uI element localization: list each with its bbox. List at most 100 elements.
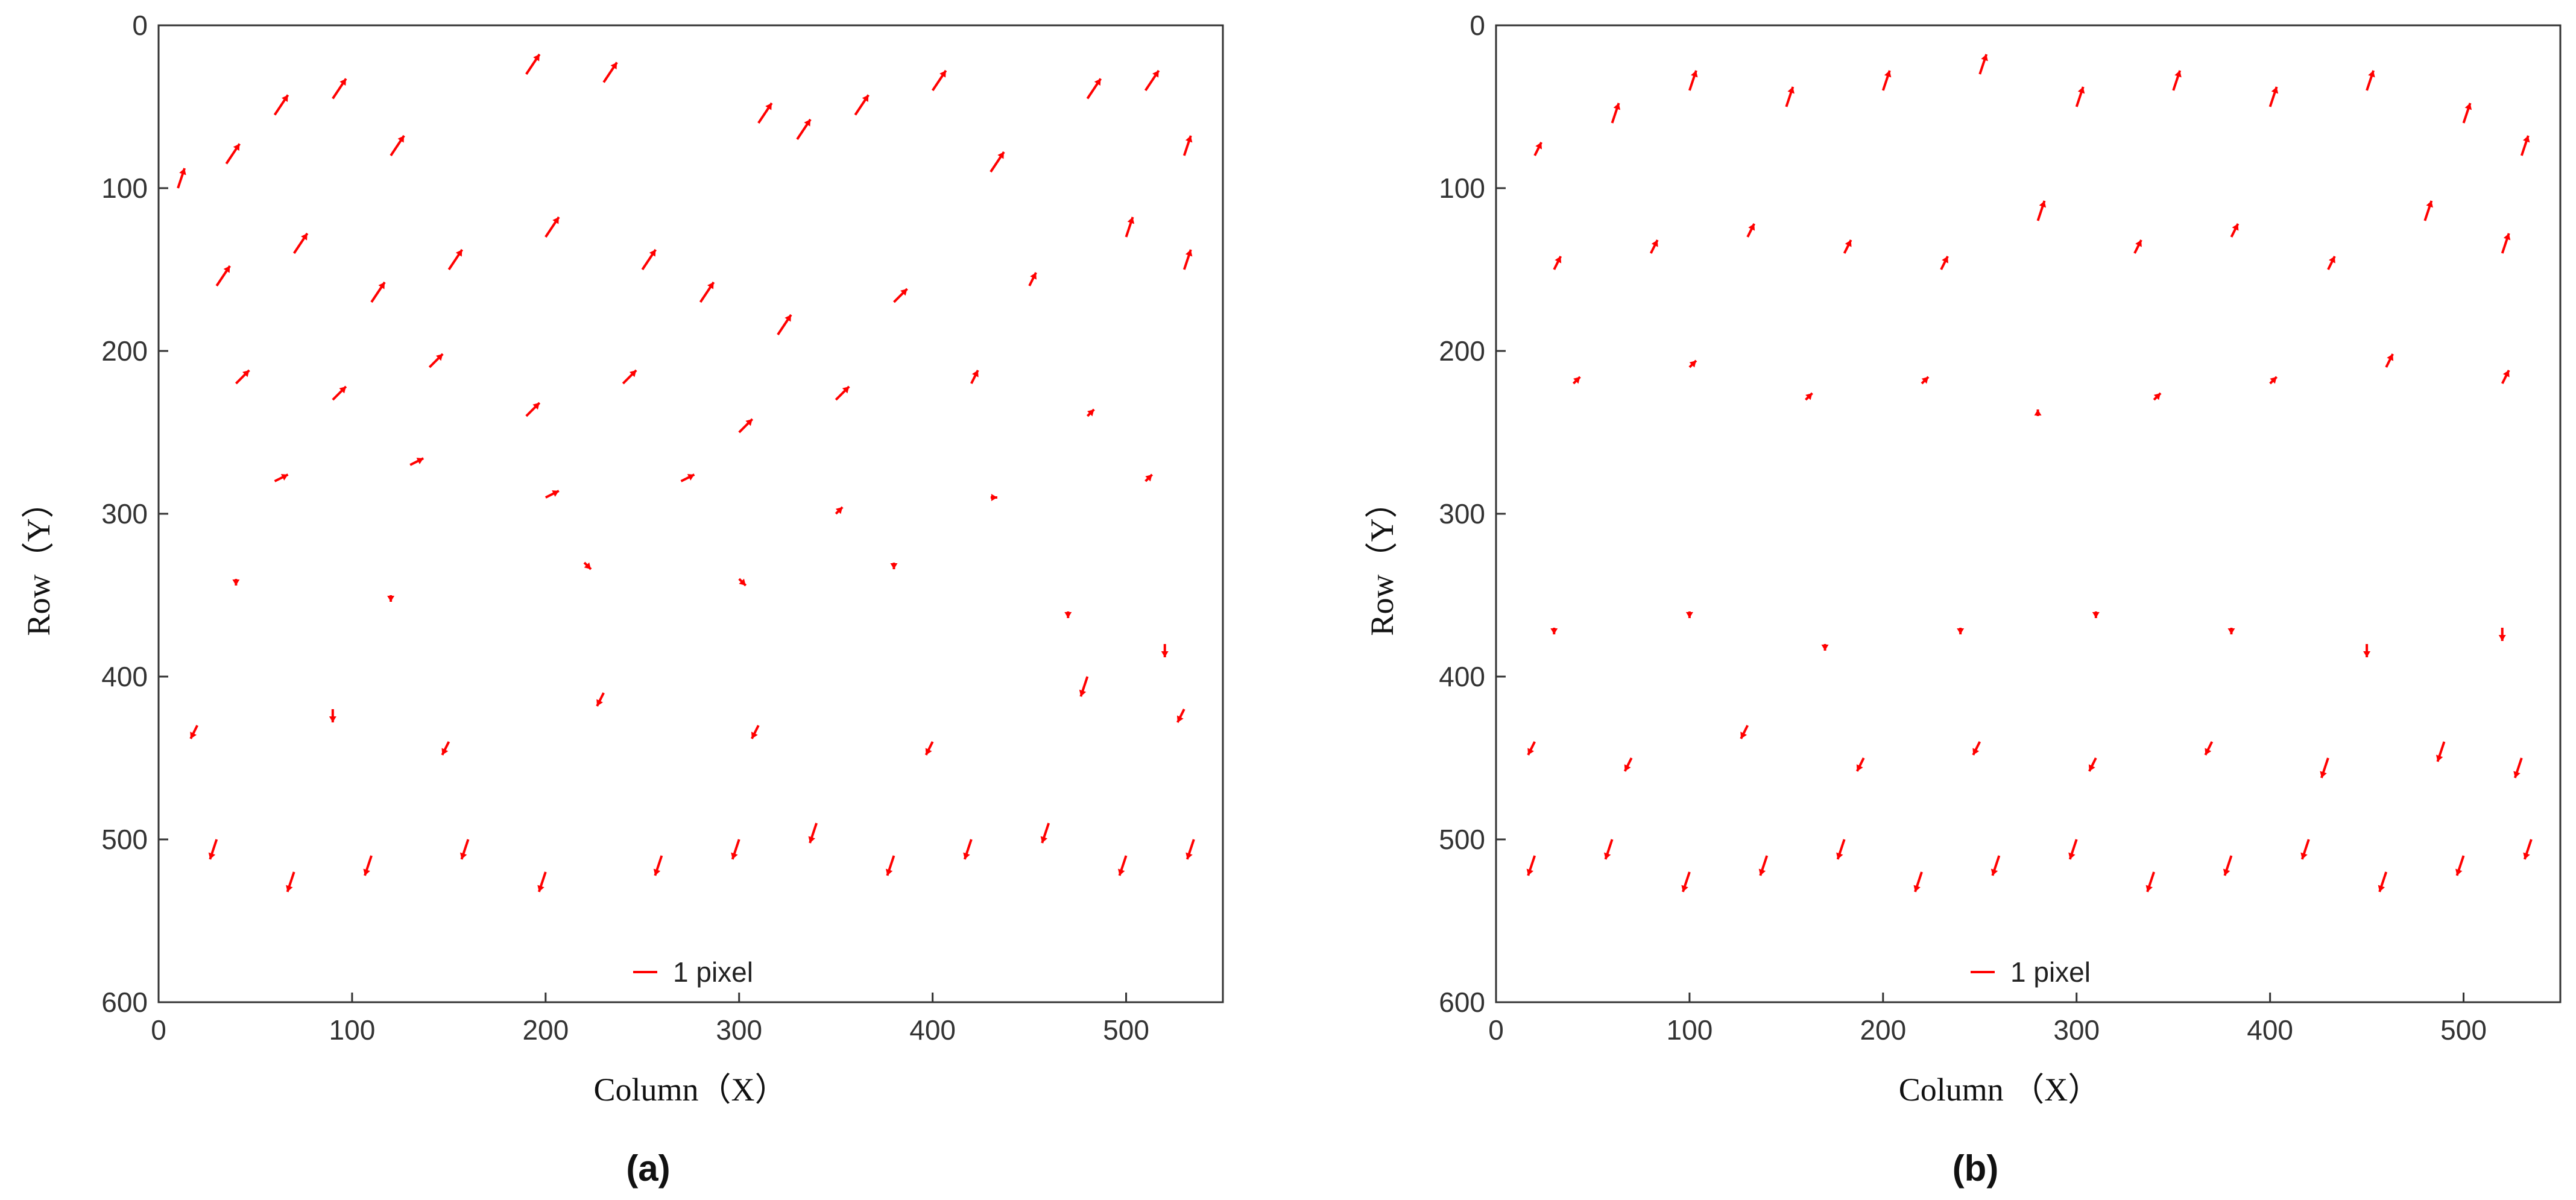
vector-arrow xyxy=(738,418,754,434)
vector-arrow xyxy=(189,725,198,739)
vector-head xyxy=(1040,836,1048,843)
vector-head xyxy=(2523,852,2530,859)
vector-head xyxy=(282,95,288,103)
vector-arrow xyxy=(1526,855,1536,876)
legend: 1 pixel xyxy=(1971,956,2091,988)
vector-head xyxy=(939,71,946,78)
quiver-plot-a: 0 100 200 300 400 500 0 100 200 300 400 500 600 1 p… xyxy=(21,10,1224,1189)
vector-arrow xyxy=(292,232,309,254)
vector-arrow xyxy=(2204,741,2214,756)
vector-arrow xyxy=(2300,839,2310,860)
vector-head xyxy=(2378,885,2385,892)
vector-arrow xyxy=(1805,392,1813,401)
vector-head xyxy=(2077,87,2085,94)
vector-arrow xyxy=(329,709,336,722)
vector-head xyxy=(765,103,772,110)
vector-head xyxy=(2145,885,2153,892)
legend-label: 1 pixel xyxy=(673,956,753,988)
vector-arrow xyxy=(2230,223,2240,238)
vector-arrow xyxy=(1185,839,1195,860)
vector-arrow xyxy=(924,741,934,756)
vector-arrow xyxy=(777,314,792,336)
vector-arrow xyxy=(1161,644,1169,657)
vector-arrow xyxy=(274,473,289,482)
vector-arrow xyxy=(1144,473,1154,482)
vector-arrow xyxy=(409,457,425,466)
vector-arrow xyxy=(177,168,186,189)
vector-arrow xyxy=(738,578,747,587)
y-tick-label: 200 xyxy=(101,335,148,367)
vector-head xyxy=(2034,409,2042,415)
x-tick-label: 400 xyxy=(2247,1014,2293,1046)
vector-head xyxy=(378,282,385,289)
vector-head xyxy=(242,370,250,377)
vector-arrow xyxy=(854,94,870,116)
vector-arrow xyxy=(731,839,740,860)
vector-arrow xyxy=(1118,855,1128,876)
vector-head xyxy=(804,119,810,127)
vector-arrow xyxy=(2034,409,2042,416)
vector-arrow xyxy=(2268,86,2279,107)
vector-arrow xyxy=(893,288,908,303)
vector-arrow xyxy=(1688,70,1698,91)
vector-head xyxy=(1981,54,1988,62)
vector-head xyxy=(208,852,216,859)
x-tick-label: 0 xyxy=(1488,1014,1504,1046)
vector-head xyxy=(2426,201,2433,208)
vector-head xyxy=(533,54,540,62)
vector-arrow xyxy=(1649,239,1659,254)
vector-arrow xyxy=(1921,376,1930,385)
vector-head xyxy=(584,562,591,569)
vector-head xyxy=(900,289,908,296)
vector-head xyxy=(1152,71,1159,78)
vector-head xyxy=(1740,731,1747,739)
x-axis-ticks: 0 100 200 300 400 500 xyxy=(151,993,1149,1046)
vector-arrow xyxy=(428,353,444,368)
vector-arrow xyxy=(1040,823,1050,844)
vector-head xyxy=(1685,612,1693,618)
vector-head xyxy=(862,95,869,103)
legend-label: 1 pixel xyxy=(2010,956,2091,988)
vector-head xyxy=(1185,852,1193,859)
y-axis-ticks: 0 100 200 300 400 500 600 xyxy=(1439,10,1506,1018)
vector-arrow xyxy=(2385,353,2394,368)
vector-arrow xyxy=(1758,855,1769,876)
vector-head xyxy=(963,852,970,859)
vector-arrow xyxy=(1604,839,1614,860)
vector-arrow xyxy=(751,725,760,739)
y-tick-label: 200 xyxy=(1439,335,1485,367)
y-tick-label: 500 xyxy=(1439,824,1485,855)
vector-arrow xyxy=(1688,359,1697,368)
vector-arrow xyxy=(1527,741,1536,756)
vector-arrow xyxy=(232,579,240,586)
vector-head xyxy=(2232,224,2239,231)
vector-head xyxy=(2502,370,2510,377)
vector-head xyxy=(339,78,346,86)
x-tick-label: 300 xyxy=(2053,1014,2100,1046)
vector-head xyxy=(2464,103,2472,110)
chart-panel-b: 0 100 200 300 400 500 0 100 200 300 400 500 600 1 p… xyxy=(1288,0,2576,1200)
vector-arrow xyxy=(2498,628,2506,641)
vector-head xyxy=(537,885,545,892)
vector-arrow xyxy=(1681,871,1691,892)
vector-arrow xyxy=(1978,54,1988,75)
x-tick-label: 0 xyxy=(151,1014,166,1046)
vector-arrow xyxy=(2092,611,2100,618)
vector-arrow xyxy=(1746,223,1755,238)
x-tick-label: 100 xyxy=(329,1014,376,1046)
vector-head xyxy=(286,885,293,892)
vector-head xyxy=(2092,612,2100,618)
vector-head xyxy=(190,731,197,739)
vector-head xyxy=(179,168,186,175)
vector-head xyxy=(441,748,449,755)
vector-head xyxy=(329,716,336,722)
vector-head xyxy=(2329,256,2335,264)
vector-head xyxy=(2135,240,2142,247)
vector-arrow xyxy=(699,281,715,303)
vector-arrow xyxy=(990,494,997,501)
x-axis-label: Column（X） xyxy=(593,1072,787,1108)
vector-head xyxy=(2205,748,2212,755)
y-tick-label: 100 xyxy=(101,172,148,204)
vector-arrow xyxy=(2327,256,2336,270)
vector-arrow xyxy=(1182,249,1193,270)
